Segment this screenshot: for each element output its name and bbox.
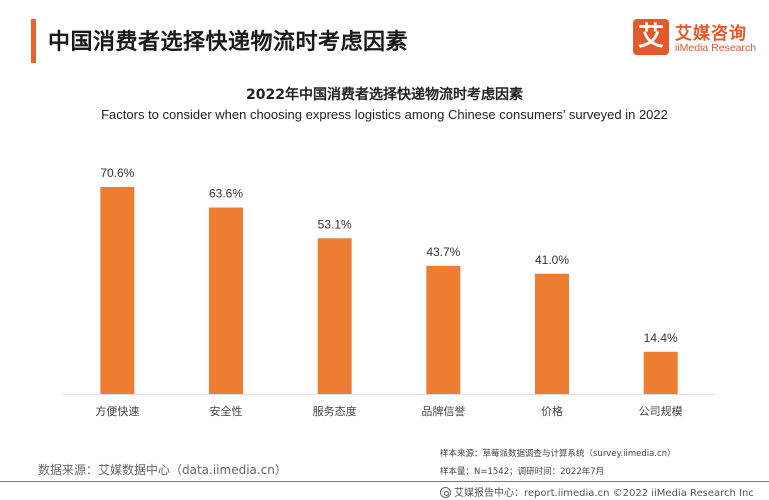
category-label-3: 品牌信誉 — [421, 404, 465, 418]
sample-source: 样本来源：草莓派数据调查与计算系统（survey.iimedia.cn） — [440, 449, 676, 459]
data-label-5: 14.4% — [644, 331, 678, 345]
chart-title: 2022年中国消费者选择快递物流时考虑因素 — [246, 87, 523, 103]
bar-2 — [317, 238, 352, 394]
footer-divider — [0, 481, 769, 482]
category-label-1: 安全性 — [210, 404, 243, 418]
category-label-5: 公司规模 — [639, 404, 683, 418]
data-source: 数据来源：艾媒数据中心（data.iimedia.cn） — [38, 463, 287, 477]
category-label-4: 价格 — [541, 404, 563, 418]
category-label-0: 方便快速 — [95, 404, 139, 418]
brand-logo[interactable]: 艾 艾媒咨询 iiMedia Research — [633, 19, 757, 59]
report-center-text: 艾媒报告中心：report.iimedia.cn ©2022 iiMedia R… — [454, 488, 754, 499]
title-accent-bar — [31, 19, 36, 63]
data-label-2: 53.1% — [318, 217, 352, 231]
logo-name-cn: 艾媒咨询 — [675, 24, 747, 44]
sample-info: 样本量：N=1542；调研时间：2022年7月 — [440, 467, 605, 477]
logo-name-en: iiMedia Research — [675, 42, 757, 54]
bar-0 — [100, 187, 135, 394]
report-center-icon — [440, 487, 451, 498]
data-label-4: 41.0% — [535, 253, 569, 267]
footer-report-center: 艾媒报告中心：report.iimedia.cn ©2022 iiMedia R… — [440, 484, 754, 499]
data-label-1: 63.6% — [209, 187, 243, 201]
logo-mark-icon: 艾 — [633, 19, 669, 55]
data-label-0: 70.6% — [100, 166, 134, 180]
bar-1 — [209, 207, 243, 394]
chart-subtitle: Factors to consider when choosing expres… — [101, 107, 668, 122]
bar-3 — [426, 265, 461, 394]
category-label-2: 服务态度 — [313, 404, 357, 418]
bar-4 — [535, 273, 569, 394]
page-title: 中国消费者选择快递物流时考虑因素 — [48, 30, 409, 55]
data-label-3: 43.7% — [426, 245, 460, 259]
bar-5 — [643, 351, 678, 394]
